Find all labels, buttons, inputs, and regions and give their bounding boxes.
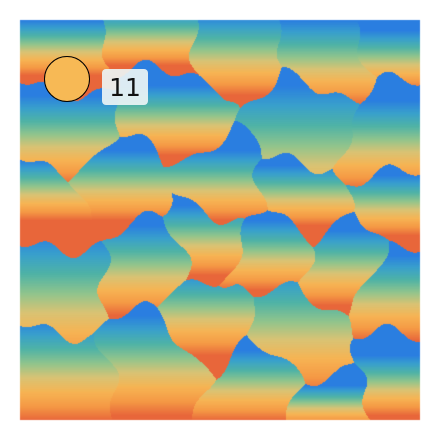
score-value: 11 (109, 72, 141, 102)
player-token-icon[interactable] (44, 56, 90, 102)
score-badge: 11 (102, 69, 148, 105)
